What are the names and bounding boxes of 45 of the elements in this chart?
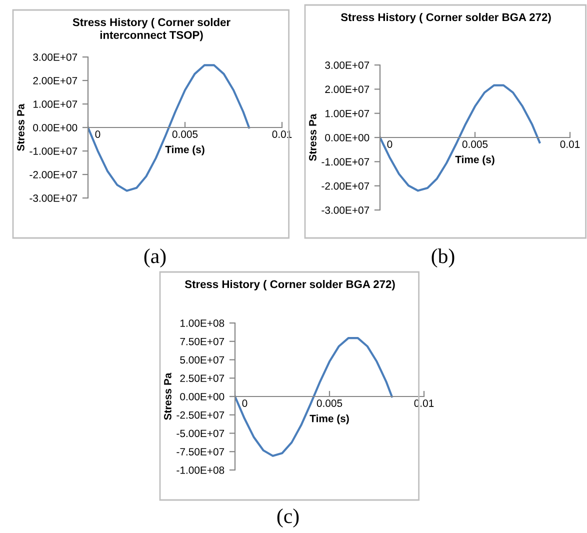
- line-series: [88, 64, 250, 192]
- x-axis-title: Time (s): [165, 146, 204, 156]
- x-tick-label: 0.005: [172, 130, 198, 138]
- x-tick-label: 0.01: [560, 140, 580, 148]
- x-tick-label: 0: [242, 400, 248, 407]
- y-axis-title: Stress Pa: [309, 114, 316, 161]
- y-tick-label: 1.00E+07: [325, 110, 370, 118]
- y-tick-label: -3.00E+07: [322, 206, 370, 214]
- y-tick-label: -1.00E+08: [176, 466, 224, 474]
- text: (c): [277, 508, 299, 528]
- chart-title: Stress History ( Corner solder BGA 272): [340, 13, 551, 24]
- y-tick-label: -3.00E+07: [30, 194, 78, 202]
- y-tick-label: 1.00E+08: [180, 320, 224, 327]
- x-tick-label: 0.005: [462, 140, 488, 148]
- text: (a): [144, 248, 166, 268]
- x-tick-label: 0: [387, 140, 392, 148]
- x-tick-label: 0: [95, 130, 100, 138]
- y-tick-label: 2.50E+07: [180, 374, 224, 382]
- line-series: [235, 337, 393, 457]
- y-tick-label: -1.00E+07: [30, 148, 78, 155]
- chart-title: Stress History ( Corner solder BGA 272): [184, 280, 395, 290]
- text: (b): [432, 248, 454, 268]
- x-axis-title: Time (s): [310, 414, 349, 424]
- y-tick-label: -5.00E+07: [176, 430, 224, 438]
- x-axis-title: Time (s): [455, 156, 494, 166]
- x-tick-label: 0.005: [316, 400, 342, 407]
- y-tick-label: 3.00E+07: [325, 62, 370, 69]
- y-tick-label: 2.00E+07: [33, 77, 78, 84]
- y-tick-label: -1.00E+07: [322, 158, 370, 166]
- y-axis-title: Stress Pa: [17, 104, 24, 151]
- chart-title: Stress History ( Corner solder interconnect TSOP): [72, 18, 230, 42]
- y-tick-label: -2.50E+07: [176, 411, 224, 419]
- y-tick-label: 5.00E+07: [180, 356, 224, 364]
- y-tick-label: 0.00E+00: [325, 134, 370, 142]
- line-series: [380, 84, 541, 192]
- y-tick-label: -2.00E+07: [30, 171, 78, 178]
- y-tick-label: 0.00E+00: [33, 124, 78, 132]
- y-tick-label: 2.00E+07: [325, 86, 370, 94]
- y-axis-title: Stress Pa: [164, 372, 172, 420]
- y-tick-label: 7.50E+07: [180, 338, 224, 346]
- y-tick-label: 1.00E+07: [33, 100, 78, 108]
- y-tick-label: 3.00E+07: [33, 54, 78, 61]
- y-tick-label: -7.50E+07: [176, 448, 224, 456]
- y-tick-label: 0.00E+00: [180, 393, 224, 400]
- y-tick-label: -2.00E+07: [322, 182, 370, 190]
